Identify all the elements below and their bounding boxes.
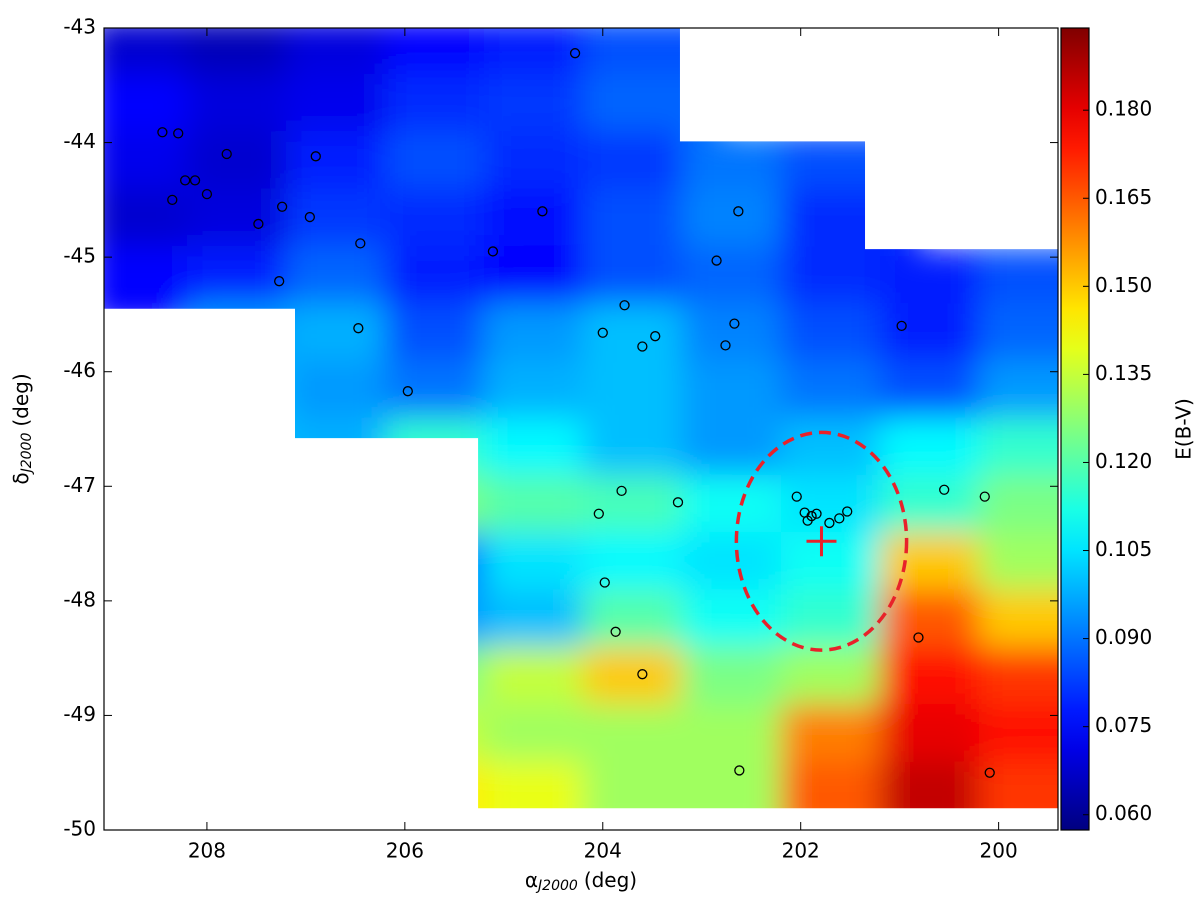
source-marker xyxy=(733,206,744,217)
y-tick-label: -48 xyxy=(63,587,96,611)
colorbar-tick-label: 0.090 xyxy=(1095,625,1152,649)
source-marker xyxy=(834,513,845,524)
source-marker xyxy=(179,175,191,186)
source-marker xyxy=(650,331,661,342)
y-tick-label: -49 xyxy=(63,702,96,726)
target-ellipse xyxy=(734,430,909,652)
source-marker xyxy=(304,211,315,223)
colorbar-frame xyxy=(1060,27,1090,831)
y-tick-label: -46 xyxy=(63,358,96,382)
x-tick-label: 200 xyxy=(980,839,1018,863)
source-marker xyxy=(157,127,168,138)
x-tick-label: 204 xyxy=(584,839,622,863)
source-marker xyxy=(811,508,822,519)
source-marker xyxy=(842,506,853,517)
x-label-subscript: J2000 xyxy=(535,878,578,894)
source-marker xyxy=(734,765,745,776)
colorbar-tick-label: 0.150 xyxy=(1095,273,1152,297)
x-label-symbol: α xyxy=(525,868,538,892)
y-tick-label: -50 xyxy=(63,817,96,841)
x-axis-label: αJ2000 (deg) xyxy=(525,868,637,895)
source-marker xyxy=(637,669,648,680)
source-marker xyxy=(167,194,178,206)
source-marker xyxy=(711,255,722,266)
extinction-map xyxy=(104,28,1058,809)
y-tick-label: -43 xyxy=(63,15,96,39)
source-marker xyxy=(896,320,907,332)
colorbar xyxy=(1061,28,1089,830)
source-marker xyxy=(173,128,184,139)
source-marker xyxy=(616,485,627,497)
y-tick-label: -47 xyxy=(63,473,96,497)
center-cross xyxy=(806,526,837,557)
source-marker xyxy=(487,246,499,257)
x-tick-label: 206 xyxy=(386,839,424,863)
source-marker xyxy=(569,48,581,59)
colorbar-label: E(B-V) xyxy=(1172,398,1196,460)
source-marker xyxy=(189,175,201,186)
source-marker xyxy=(310,151,321,162)
colorbar-tick-label: 0.180 xyxy=(1095,97,1152,121)
colorbar-tick-label: 0.165 xyxy=(1095,185,1152,209)
source-marker xyxy=(720,340,731,351)
source-marker xyxy=(637,341,648,352)
source-marker xyxy=(979,491,990,502)
source-marker xyxy=(984,767,995,778)
colorbar-tick-label: 0.060 xyxy=(1095,801,1152,825)
source-marker xyxy=(939,484,950,495)
source-marker xyxy=(913,632,924,643)
source-marker xyxy=(201,188,213,200)
y-axis-label: δJ2000 (deg) xyxy=(9,373,36,484)
colorbar-tick-label: 0.105 xyxy=(1095,537,1152,561)
source-marker xyxy=(791,491,802,502)
source-marker xyxy=(802,515,813,526)
source-marker xyxy=(729,318,740,329)
colorbar-tick-label: 0.120 xyxy=(1095,449,1152,473)
source-marker xyxy=(221,148,232,160)
source-marker xyxy=(353,323,364,334)
x-label-unit: (deg) xyxy=(584,868,637,892)
source-marker xyxy=(610,626,621,637)
source-marker xyxy=(599,577,610,588)
source-marker xyxy=(619,300,630,311)
source-marker xyxy=(537,206,548,217)
source-marker xyxy=(276,201,288,212)
source-marker xyxy=(672,497,684,508)
colorbar-tick-label: 0.135 xyxy=(1095,361,1152,385)
source-marker xyxy=(253,218,264,230)
source-marker xyxy=(593,508,604,519)
source-marker xyxy=(355,238,366,249)
y-label-subscript: J2000 xyxy=(19,433,35,476)
x-tick-label: 208 xyxy=(188,839,226,863)
plot-frame xyxy=(103,27,1059,831)
y-label-symbol: δ xyxy=(9,472,33,484)
y-tick-label: -45 xyxy=(63,244,96,268)
source-marker xyxy=(274,276,285,287)
source-marker xyxy=(402,386,413,397)
x-tick-label: 202 xyxy=(782,839,820,863)
source-marker xyxy=(824,517,835,529)
colorbar-tick-label: 0.075 xyxy=(1095,713,1152,737)
y-tick-label: -44 xyxy=(63,129,96,153)
y-label-unit: (deg) xyxy=(9,373,33,426)
source-marker xyxy=(597,327,608,338)
